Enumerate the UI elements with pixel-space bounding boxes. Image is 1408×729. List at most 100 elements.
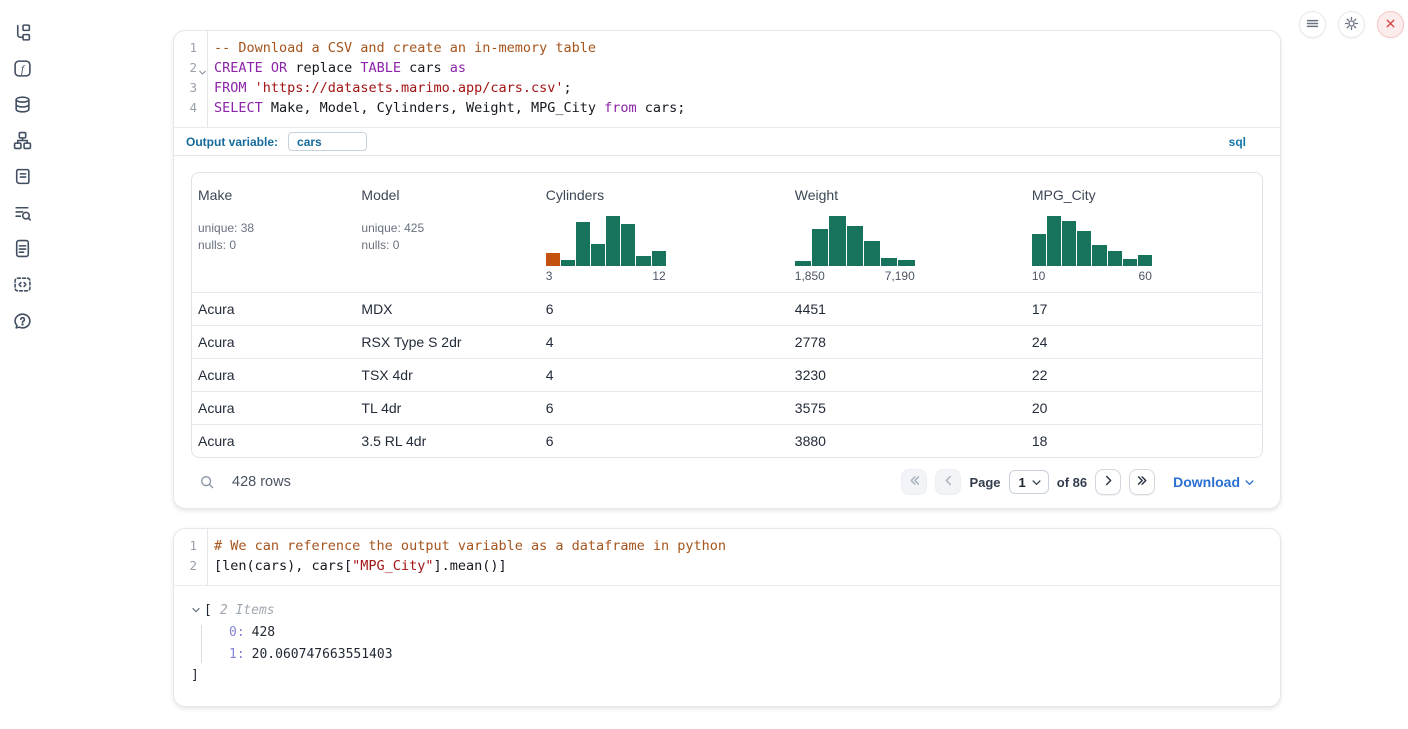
histogram-bar — [829, 216, 845, 266]
page-select[interactable]: 1 — [1009, 470, 1049, 494]
table-cell: 3880 — [789, 425, 1026, 457]
code-text: CREATE OR replace TABLE cars as — [207, 58, 466, 78]
histogram-axis-labels: 1,8507,190 — [795, 269, 915, 284]
table-row[interactable]: AcuraTL 4dr6357520 — [192, 391, 1262, 424]
histogram-bars — [795, 216, 915, 266]
histogram-axis-labels: 10 60 — [1032, 269, 1152, 284]
chevron-left-icon — [942, 474, 955, 490]
scroll-icon[interactable] — [10, 164, 34, 188]
column-header-make[interactable]: Makeunique: 38nulls: 0 — [192, 173, 355, 292]
histogram-bar — [1108, 251, 1122, 267]
table-cell: 6 — [540, 392, 789, 424]
table-row[interactable]: AcuraTSX 4dr4323022 — [192, 358, 1262, 391]
file-tree-icon[interactable] — [10, 20, 34, 44]
code-line[interactable]: 1-- Download a CSV and create an in-memo… — [174, 38, 1280, 58]
histogram-axis-labels: 312 — [546, 269, 666, 284]
help-icon[interactable] — [10, 308, 34, 332]
histogram-min-label: 1,850 — [795, 269, 825, 284]
column-name: Cylinders — [546, 185, 783, 206]
output-variable-input[interactable] — [288, 132, 367, 151]
table-row[interactable]: AcuraRSX Type S 2dr4277824 — [192, 325, 1262, 358]
log-search-icon[interactable] — [10, 200, 34, 224]
histogram-bar — [1123, 259, 1137, 266]
search-icon[interactable] — [199, 474, 215, 490]
table-body: AcuraMDX6445117AcuraRSX Type S 2dr427782… — [192, 292, 1262, 457]
shutdown-button[interactable] — [1377, 11, 1404, 38]
chevron-down-icon — [1031, 477, 1042, 488]
histogram-max-label: 12 — [652, 269, 665, 284]
histogram-min-label: 10 — [1032, 269, 1045, 284]
table-row[interactable]: Acura3.5 RL 4dr6388018 — [192, 424, 1262, 457]
histogram-max-label: 60 — [1139, 269, 1152, 284]
column-header-cylinders[interactable]: Cylinders 312 — [540, 173, 789, 292]
code-line[interactable]: 2CREATE OR replace TABLE cars as — [174, 58, 1280, 78]
prev-page-button[interactable] — [935, 469, 961, 495]
sql-code-editor[interactable]: 1-- Download a CSV and create an in-memo… — [174, 31, 1280, 127]
hamburger-menu-icon — [1305, 16, 1320, 34]
download-label: Download — [1173, 474, 1240, 490]
next-page-button[interactable] — [1095, 469, 1121, 495]
histogram-bar — [561, 260, 575, 266]
table-cell: 18 — [1026, 425, 1262, 457]
table-cell: RSX Type S 2dr — [355, 326, 539, 358]
histogram-bar — [606, 216, 620, 266]
output-variable-strip: Output variable: sql — [174, 127, 1280, 156]
table-cell: 3575 — [789, 392, 1026, 424]
code-line[interactable]: 1# We can reference the output variable … — [174, 536, 1280, 556]
graph-icon[interactable] — [10, 128, 34, 152]
line-number: 1 — [174, 38, 207, 58]
column-header-weight[interactable]: Weight1,8507,190 — [789, 173, 1026, 292]
histogram-bar — [636, 256, 650, 266]
snippet-icon[interactable] — [10, 272, 34, 296]
histogram-bar — [591, 244, 605, 266]
table-cell: 4 — [540, 359, 789, 391]
menu-button[interactable] — [1299, 11, 1326, 38]
histogram-bar — [847, 226, 863, 266]
notebook: 1-- Download a CSV and create an in-memo… — [173, 0, 1281, 707]
page-select-value: 1 — [1019, 475, 1026, 490]
line-number: 4 — [174, 98, 207, 118]
table-cell: 6 — [540, 293, 789, 325]
histogram-bar — [546, 253, 560, 266]
column-stats: unique: 425nulls: 0 — [361, 220, 533, 254]
table-cell: 24 — [1026, 326, 1262, 358]
histogram-bar — [621, 224, 635, 266]
table-cell: MDX — [355, 293, 539, 325]
tree-entry-index: 1: — [229, 647, 245, 662]
code-text: FROM 'https://datasets.marimo.app/cars.c… — [207, 78, 572, 98]
table-cell: 3230 — [789, 359, 1026, 391]
table-cell: 4451 — [789, 293, 1026, 325]
code-line[interactable]: 3FROM 'https://datasets.marimo.app/cars.… — [174, 78, 1280, 98]
code-text: SELECT Make, Model, Cylinders, Weight, M… — [207, 98, 685, 118]
tree-close-bracket: ] — [191, 666, 1263, 686]
code-line[interactable]: 2[len(cars), cars["MPG_City"].mean()] — [174, 556, 1280, 576]
histogram-bar — [652, 251, 666, 266]
tree-expander-icon[interactable] — [191, 605, 201, 615]
column-header-mpg_city[interactable]: MPG_City1060 — [1026, 173, 1262, 292]
pagination: Page 1 of 86 Download — [901, 469, 1255, 495]
table-cell: 4 — [540, 326, 789, 358]
histogram-bar — [576, 222, 590, 266]
python-code-editor[interactable]: 1# We can reference the output variable … — [174, 529, 1280, 586]
row-count-label: 428 rows — [232, 474, 291, 490]
code-text: # We can reference the output variable a… — [207, 536, 726, 556]
histogram-bars — [546, 216, 666, 266]
column-name: Model — [361, 185, 533, 206]
settings-button[interactable] — [1338, 11, 1365, 38]
column-header-model[interactable]: Model unique: 425nulls: 0 — [355, 173, 539, 292]
tree-root: [ 2 Items — [191, 600, 1263, 620]
histogram-bar — [1138, 255, 1152, 266]
download-button[interactable]: Download — [1173, 474, 1255, 490]
table-row[interactable]: AcuraMDX6445117 — [192, 292, 1262, 325]
language-badge: sql — [1229, 135, 1246, 149]
database-icon[interactable] — [10, 92, 34, 116]
tree-entry-value: 20.060747663551403 — [252, 647, 393, 662]
histogram-bar — [1032, 234, 1046, 266]
last-page-button[interactable] — [1129, 469, 1155, 495]
document-icon[interactable] — [10, 236, 34, 260]
first-page-button[interactable] — [901, 469, 927, 495]
page-count-label: of 86 — [1057, 475, 1087, 490]
code-line[interactable]: 4SELECT Make, Model, Cylinders, Weight, … — [174, 98, 1280, 118]
table-cell: 3.5 RL 4dr — [355, 425, 539, 457]
function-icon[interactable]: f — [10, 56, 34, 80]
